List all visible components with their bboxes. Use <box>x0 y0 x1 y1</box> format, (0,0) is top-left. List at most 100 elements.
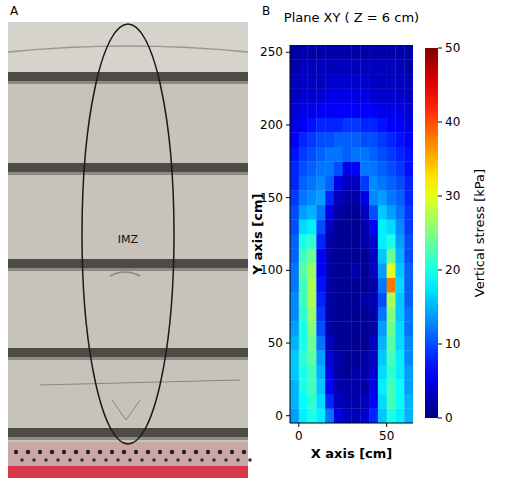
heatmap-cell <box>316 103 325 118</box>
heatmap-cell <box>325 74 334 89</box>
heatmap-cell <box>378 263 387 278</box>
heatmap-cell <box>395 190 404 205</box>
heatmap-cell <box>325 336 334 351</box>
heatmap-cell <box>316 249 325 264</box>
heatmap-cell <box>299 161 308 176</box>
heatmap-cell <box>404 336 413 351</box>
heatmap-cell <box>360 379 369 394</box>
heatmap-cell <box>343 350 352 365</box>
heatmap-cell <box>387 103 396 118</box>
heatmap-cell <box>387 350 396 365</box>
heatmap-cell <box>290 394 299 409</box>
heatmap-cell <box>352 336 361 351</box>
heatmap-cell <box>325 408 334 423</box>
heatmap-cell <box>334 89 343 104</box>
heatmap-cell <box>334 249 343 264</box>
heatmap-cell <box>299 60 308 75</box>
heatmap-cell <box>378 350 387 365</box>
photo-bar-shadow <box>8 172 248 175</box>
heatmap-cell <box>325 394 334 409</box>
heatmap-cell <box>360 74 369 89</box>
heatmap-cell <box>404 74 413 89</box>
photo-line <box>40 380 240 385</box>
heatmap-cell <box>343 408 352 423</box>
heatmap-cell <box>360 161 369 176</box>
heatmap-cell <box>325 89 334 104</box>
heatmap-cell <box>369 219 378 234</box>
heatmap-cell <box>395 132 404 147</box>
heatmap-cell <box>334 278 343 293</box>
heatmap-cell <box>316 161 325 176</box>
photo-dot <box>62 450 66 454</box>
heatmap-cell <box>308 336 317 351</box>
heatmap-cell <box>290 176 299 191</box>
heatmap-cell <box>290 103 299 118</box>
heatmap-cell <box>308 307 317 322</box>
heatmap-cell <box>360 321 369 336</box>
heatmap-cell <box>316 365 325 380</box>
photo-dot <box>170 450 174 454</box>
heatmap-cell <box>299 365 308 380</box>
photo-dot <box>68 458 72 462</box>
heatmap-cell <box>378 394 387 409</box>
heatmap-cell <box>299 132 308 147</box>
y-tick <box>286 197 290 198</box>
heatmap-cell <box>378 408 387 423</box>
figure: AIMZBPlane XY ( Z = 6 cm)050100150200250… <box>0 0 520 482</box>
heatmap-cell <box>352 379 361 394</box>
heatmap-cell <box>360 350 369 365</box>
photo-dot <box>50 450 54 454</box>
heatmap-cell <box>316 321 325 336</box>
heatmap-cell <box>334 205 343 220</box>
heatmap-cell <box>352 190 361 205</box>
heatmap-cell <box>369 60 378 75</box>
heatmap-cell <box>360 89 369 104</box>
heatmap-cell <box>352 132 361 147</box>
colorbar-tick-label: 50 <box>445 41 460 55</box>
heatmap-cell <box>316 336 325 351</box>
y-tick-label: 50 <box>268 336 283 350</box>
heatmap-cell <box>343 379 352 394</box>
heatmap-cell <box>290 74 299 89</box>
heatmap-cell <box>378 234 387 249</box>
heatmap-cell <box>299 176 308 191</box>
heatmap-cell <box>334 307 343 322</box>
y-axis-line <box>290 45 291 423</box>
heatmap-cell <box>334 103 343 118</box>
heatmap-cell <box>308 176 317 191</box>
y-tick <box>286 343 290 344</box>
heatmap-cell <box>334 60 343 75</box>
heatmap-cell <box>316 408 325 423</box>
heatmap-cell <box>334 321 343 336</box>
heatmap-cell <box>360 60 369 75</box>
heatmap-cell <box>290 263 299 278</box>
heatmap-cell <box>343 365 352 380</box>
photo-dot <box>74 450 78 454</box>
heatmap-cell <box>299 74 308 89</box>
heatmap-cell <box>395 394 404 409</box>
heatmap-cell <box>360 394 369 409</box>
heatmap-cell <box>395 219 404 234</box>
heatmap-cell <box>395 60 404 75</box>
heatmap-cell <box>369 263 378 278</box>
heatmap-cell <box>343 394 352 409</box>
heatmap-cell <box>334 394 343 409</box>
heatmap-cell <box>395 278 404 293</box>
heatmap-cell <box>378 190 387 205</box>
heatmap-cell <box>334 219 343 234</box>
photo-bar-shadow <box>8 81 248 84</box>
heatmap-cell <box>352 249 361 264</box>
heatmap-cell <box>404 219 413 234</box>
heatmap-cell <box>360 249 369 264</box>
heatmap-cell <box>369 249 378 264</box>
photo: IMZ <box>8 22 252 478</box>
heatmap-cell <box>316 379 325 394</box>
heatmap-cell <box>387 336 396 351</box>
heatmap-cell <box>299 45 308 60</box>
photo-curve <box>8 46 248 52</box>
heatmap-cell <box>334 365 343 380</box>
heatmap-cell <box>334 190 343 205</box>
heatmap-cell <box>343 336 352 351</box>
heatmap-cell <box>316 132 325 147</box>
heatmap-cell <box>395 89 404 104</box>
